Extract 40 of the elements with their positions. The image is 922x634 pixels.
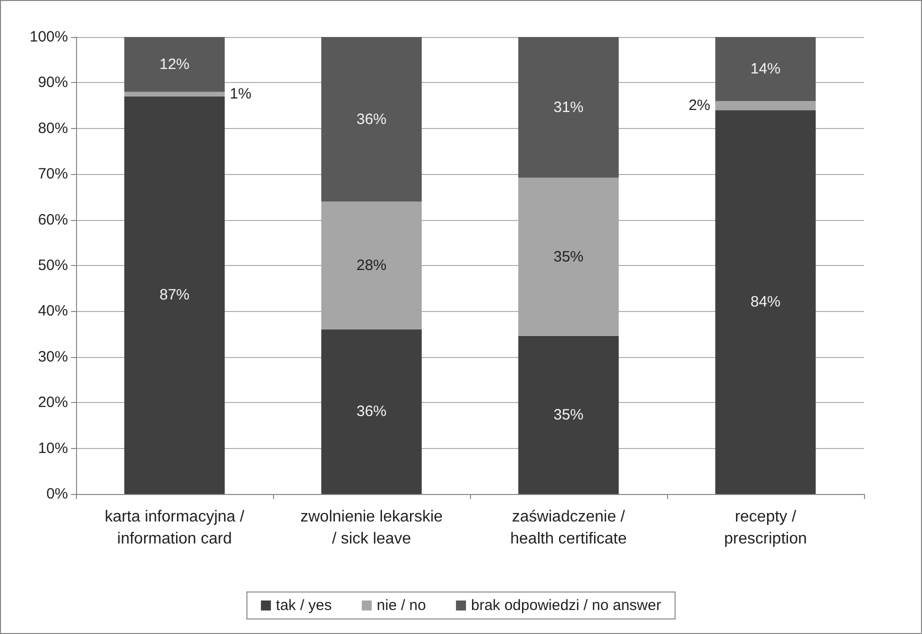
bar bbox=[518, 336, 619, 494]
y-tick-label: 100% bbox=[30, 28, 68, 46]
y-tick-label: 40% bbox=[38, 302, 68, 320]
text: 14% bbox=[750, 60, 781, 78]
y-tick-label: 70% bbox=[38, 166, 68, 183]
x-tick-label: karta informacyjna / information card bbox=[104, 508, 245, 548]
y-tick-label: 90% bbox=[38, 74, 68, 92]
text: 2% bbox=[688, 97, 710, 114]
legend-label: brak odpowiedzi / no answer bbox=[470, 597, 662, 614]
text: 1% bbox=[230, 86, 252, 103]
x-tick-label: recepty / prescription bbox=[724, 508, 807, 548]
y-tick-label: 80% bbox=[38, 120, 68, 137]
bar bbox=[715, 100, 816, 110]
bar bbox=[124, 37, 225, 92]
bar bbox=[518, 37, 619, 178]
text: 28% bbox=[356, 257, 387, 274]
bar bbox=[715, 37, 816, 101]
y-tick-label: 30% bbox=[38, 348, 68, 366]
text: 87% bbox=[159, 286, 190, 304]
bar bbox=[321, 329, 422, 494]
bar bbox=[124, 92, 225, 96]
y-tick-label: 50% bbox=[38, 257, 68, 274]
text: 35% bbox=[553, 248, 584, 266]
legend-label: tak / yes bbox=[276, 597, 332, 614]
text: 35% bbox=[553, 406, 584, 424]
text: 36% bbox=[356, 110, 387, 128]
y-tick-label: 60% bbox=[38, 211, 68, 228]
text: 12% bbox=[159, 56, 190, 73]
x-tick-label: zaświadczenie / health certificate bbox=[510, 508, 627, 548]
bar bbox=[715, 110, 816, 494]
text: 31% bbox=[553, 98, 584, 116]
legend-label: nie / no bbox=[376, 597, 426, 614]
y-tick-label: 0% bbox=[46, 486, 68, 502]
text: 36% bbox=[356, 403, 387, 420]
bar bbox=[321, 37, 422, 202]
bar bbox=[124, 96, 225, 494]
x-tick-label: zwolnienie lekarskie / sick leave bbox=[300, 508, 443, 548]
y-tick-label: 10% bbox=[38, 440, 68, 457]
text: 84% bbox=[750, 294, 781, 311]
y-tick-label: 20% bbox=[38, 394, 68, 412]
